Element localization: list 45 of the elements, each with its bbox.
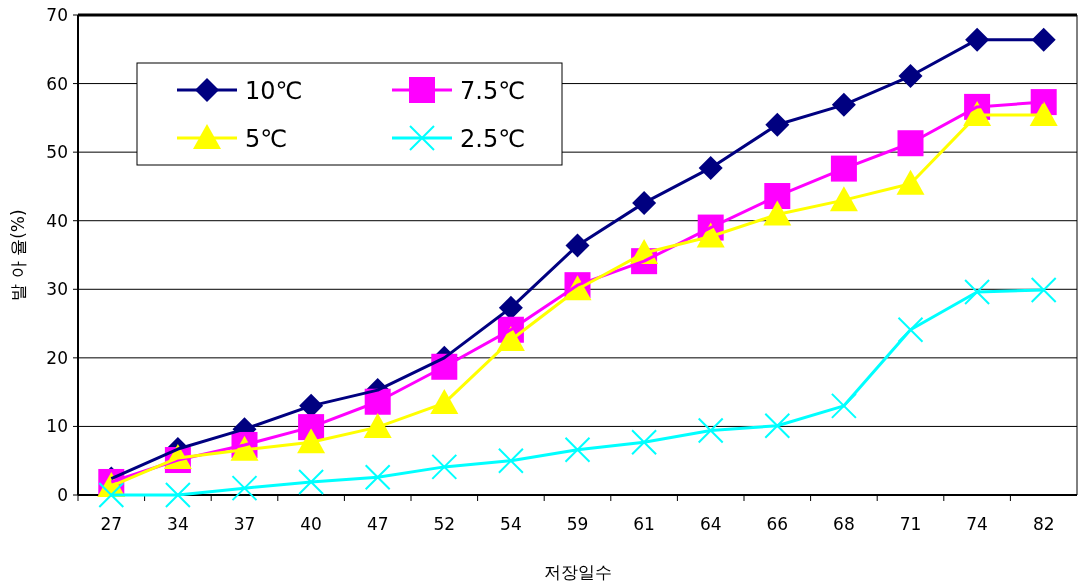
y-axis-title: 발 아 율(%) [8, 209, 28, 301]
legend-label: 2.5℃ [460, 125, 526, 153]
x-tick-label: 27 [100, 514, 123, 534]
x-tick-label: 64 [699, 514, 722, 534]
x-tick-label: 71 [899, 514, 922, 534]
y-tick-label: 10 [46, 416, 68, 437]
x-tick-label: 82 [1032, 514, 1055, 534]
point [631, 429, 658, 456]
x-axis-title: 저장일수 [543, 562, 612, 582]
point [1030, 276, 1057, 303]
x-tick-label: 52 [433, 514, 456, 534]
point [964, 279, 991, 306]
legend-label: 10℃ [245, 77, 303, 105]
point [697, 417, 724, 444]
point [764, 412, 791, 439]
point [1029, 101, 1058, 127]
y-tick-label: 0 [57, 485, 68, 505]
point [897, 316, 924, 343]
point [564, 436, 591, 463]
x-tick-label: 54 [500, 514, 522, 534]
x-tick-label: 66 [766, 514, 789, 534]
point [98, 482, 125, 508]
point [164, 482, 191, 508]
y-tick-label: 30 [46, 279, 68, 300]
x-tick-label: 40 [300, 514, 322, 534]
y-tick-label: 60 [46, 73, 68, 94]
y-tick-label: 20 [46, 347, 68, 368]
x-tick-label: 61 [633, 514, 655, 534]
x-tick-label: 37 [233, 514, 256, 534]
x-tick-label: 68 [833, 514, 855, 534]
point [298, 468, 325, 495]
point [431, 453, 458, 480]
x-tick-label: 74 [966, 514, 988, 534]
point [231, 475, 258, 502]
y-tick-label: 50 [46, 142, 68, 163]
point [364, 464, 391, 491]
y-tick-label: 70 [46, 5, 68, 25]
point [830, 392, 857, 419]
x-tick-label: 34 [167, 514, 189, 534]
x-tick-label: 47 [366, 514, 389, 534]
point [497, 447, 524, 474]
legend-label: 5℃ [245, 125, 288, 153]
x-tick-label: 59 [566, 514, 589, 534]
y-tick-label: 40 [46, 210, 68, 231]
legend-label: 7.5℃ [460, 77, 526, 105]
